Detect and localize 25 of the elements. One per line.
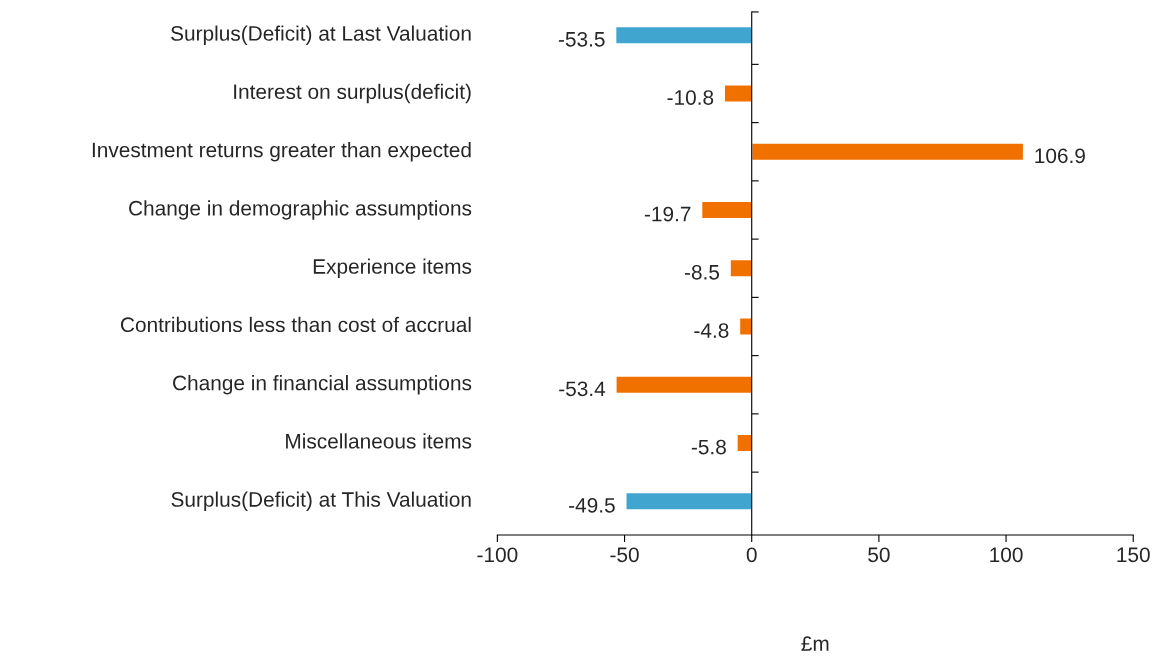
data-label: -8.5 xyxy=(684,264,720,280)
data-label: -53.5 xyxy=(558,31,605,47)
y-tick-label: Miscellaneous items xyxy=(286,433,472,449)
x-axis-title: £m xyxy=(801,636,829,651)
y-tick-label: Change in financial assumptions xyxy=(173,375,472,395)
data-label: -4.8 xyxy=(694,323,729,338)
data-label: 106.9 xyxy=(1035,148,1085,164)
y-tick-label: Surplus(Deficit) at Last Valuation xyxy=(171,25,471,45)
x-tick-label: 150 xyxy=(1117,547,1150,563)
y-tick-label: Change in demographic assumptions xyxy=(129,200,472,220)
y-tick-label: Experience items xyxy=(313,258,472,278)
y-tick-label: Contributions less than cost of accrual xyxy=(120,316,471,333)
data-label: -19.7 xyxy=(644,206,691,222)
x-tick-label: -50 xyxy=(610,547,639,563)
x-tick-label: 50 xyxy=(868,547,890,563)
data-label: -10.8 xyxy=(667,90,714,105)
data-label: -49.5 xyxy=(569,497,615,513)
y-tick-label: Investment returns greater than expected xyxy=(92,142,471,162)
y-tick-label: Surplus(Deficit) at This Valuation xyxy=(171,491,471,511)
y-tick-label: Interest on surplus(deficit) xyxy=(234,83,471,104)
data-label: -53.4 xyxy=(559,381,606,397)
x-tick-label: 100 xyxy=(990,547,1023,563)
x-tick-label: 0 xyxy=(746,547,757,563)
data-label: -5.8 xyxy=(691,439,726,455)
x-tick-label: -100 xyxy=(477,547,518,563)
